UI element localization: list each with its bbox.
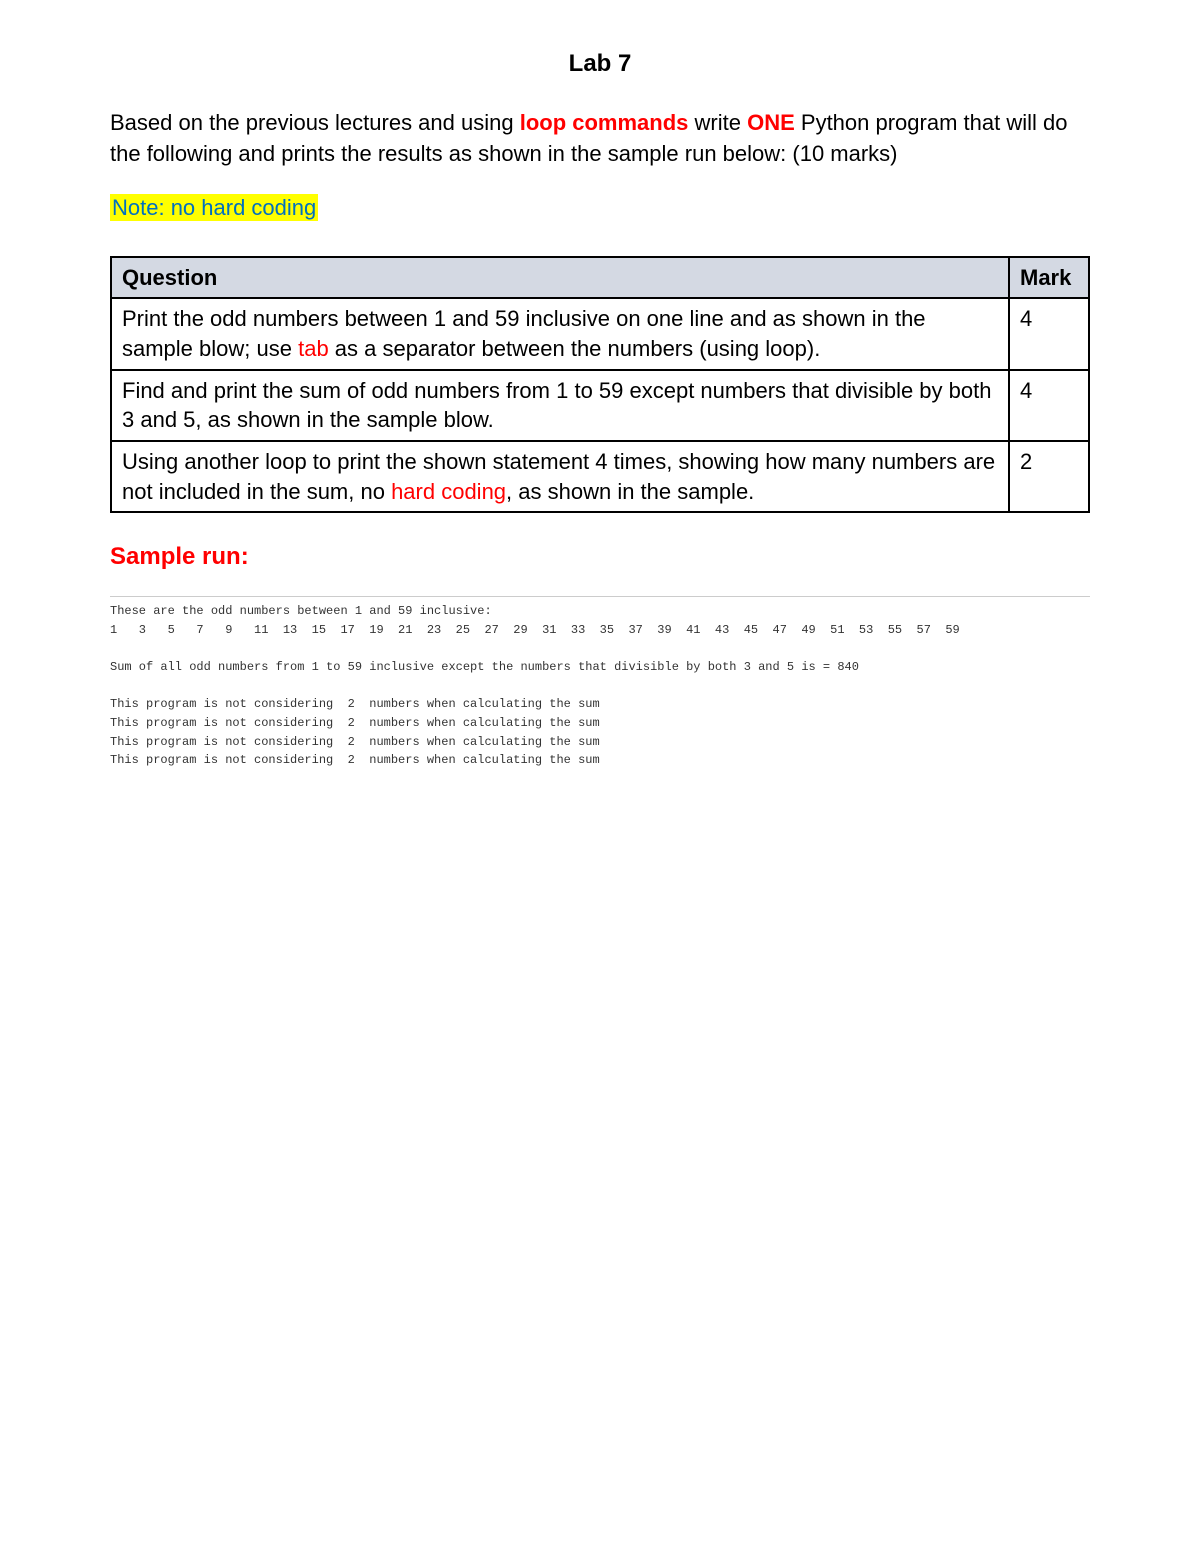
header-question: Question xyxy=(111,257,1009,299)
note-wrapper: Note: no hard coding xyxy=(110,195,1090,221)
question-cell: Using another loop to print the shown st… xyxy=(111,441,1009,512)
q-text-post: as a separator between the numbers (usin… xyxy=(329,336,821,361)
output-line: These are the odd numbers between 1 and … xyxy=(110,604,492,618)
intro-paragraph: Based on the previous lectures and using… xyxy=(110,108,1090,170)
intro-emph2: ONE xyxy=(747,110,795,135)
questions-table: Question Mark Print the odd numbers betw… xyxy=(110,256,1090,514)
note-highlight: Note: no hard coding xyxy=(110,194,318,221)
sample-output: These are the odd numbers between 1 and … xyxy=(110,596,1090,769)
q-text-pre: Find and print the sum of odd numbers fr… xyxy=(122,378,991,433)
output-line: Sum of all odd numbers from 1 to 59 incl… xyxy=(110,660,859,674)
output-line: 1 3 5 7 9 11 13 15 17 19 21 23 25 27 29 … xyxy=(110,623,960,637)
table-row: Using another loop to print the shown st… xyxy=(111,441,1089,512)
mark-cell: 4 xyxy=(1009,298,1089,369)
header-mark: Mark xyxy=(1009,257,1089,299)
table-row: Print the odd numbers between 1 and 59 i… xyxy=(111,298,1089,369)
page-title: Lab 7 xyxy=(110,50,1090,78)
output-line: This program is not considering 2 number… xyxy=(110,716,600,730)
output-line: This program is not considering 2 number… xyxy=(110,697,600,711)
output-line: This program is not considering 2 number… xyxy=(110,735,600,749)
mark-cell: 4 xyxy=(1009,370,1089,441)
intro-emph1: loop commands xyxy=(520,110,689,135)
q-text-red: tab xyxy=(298,336,329,361)
table-row: Find and print the sum of odd numbers fr… xyxy=(111,370,1089,441)
table-header-row: Question Mark xyxy=(111,257,1089,299)
sample-run-header: Sample run: xyxy=(110,543,1090,571)
intro-prefix: Based on the previous lectures and using xyxy=(110,110,520,135)
output-line: This program is not considering 2 number… xyxy=(110,753,600,767)
question-cell: Print the odd numbers between 1 and 59 i… xyxy=(111,298,1009,369)
q-text-red: hard coding xyxy=(391,479,506,504)
mark-cell: 2 xyxy=(1009,441,1089,512)
q-text-post: , as shown in the sample. xyxy=(506,479,754,504)
question-cell: Find and print the sum of odd numbers fr… xyxy=(111,370,1009,441)
intro-mid: write xyxy=(688,110,747,135)
